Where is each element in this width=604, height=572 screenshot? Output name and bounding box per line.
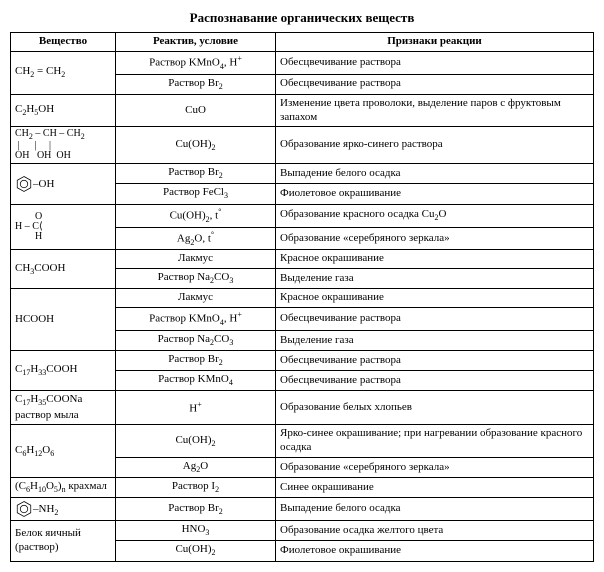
cell-reagent: Cu(OH)2, t° <box>116 204 276 227</box>
cell-sign: Выделение газа <box>276 330 594 350</box>
cell-sign: Обесцвечивание раствора <box>276 308 594 331</box>
formaldehyde-structure: O H – C⟨ H <box>15 212 111 242</box>
cell-sign: Красное окрашивание <box>276 289 594 308</box>
cell-reagent: Ag2O <box>116 457 276 477</box>
cell-substance: CH3COOH <box>11 250 116 289</box>
cell-substance: C17H33COOH <box>11 351 116 391</box>
cell-substance: HCOOH <box>11 289 116 351</box>
cell-sign: Изменение цвета проволоки, выделение пар… <box>276 94 594 127</box>
table-row: (C6H10O5)n крахмалРаствор I2Синее окраши… <box>11 478 594 498</box>
cell-reagent: Раствор Na2CO3 <box>116 269 276 289</box>
cell-reagent: CuO <box>116 94 276 127</box>
page-title: Распознавание органических веществ <box>10 10 594 26</box>
header-substance: Вещество <box>11 33 116 52</box>
cell-sign: Синее окрашивание <box>276 478 594 498</box>
cell-sign: Ярко-синее окрашивание; при нагревании о… <box>276 425 594 458</box>
cell-reagent: Раствор KMnO4, H+ <box>116 51 276 74</box>
table-row: C17H35COONa раствор мылаH+Образование бе… <box>11 391 594 425</box>
cell-substance: Белок яич­ный (раствор) <box>11 521 116 561</box>
cell-reagent: Раствор I2 <box>116 478 276 498</box>
header-reagent: Реактив, условие <box>116 33 276 52</box>
table-row: –OHРаствор Br2Выпадение белого осадка <box>11 164 594 184</box>
recognition-table: Вещество Реактив, условие Признаки реакц… <box>10 32 594 562</box>
cell-sign: Фиолетовое окрашивание <box>276 184 594 204</box>
cell-sign: Выделение газа <box>276 269 594 289</box>
table-row: C6H12O6Cu(OH)2Ярко-синее окрашивание; пр… <box>11 425 594 458</box>
cell-reagent: Лакмус <box>116 250 276 269</box>
cell-sign: Выпадение белого осадка <box>276 498 594 521</box>
cell-reagent: Cu(OH)2 <box>116 127 276 164</box>
phenol-structure: –OH <box>15 178 54 190</box>
cell-sign: Образование «серебряного зеркала» <box>276 227 594 250</box>
cell-reagent: HNO3 <box>116 521 276 541</box>
cell-substance: (C6H10O5)n крахмал <box>11 478 116 498</box>
benzene-ring-icon <box>15 175 33 193</box>
cell-reagent: Лакмус <box>116 289 276 308</box>
cell-sign: Обесцвечивание раствора <box>276 51 594 74</box>
cell-sign: Образование «серебряного зеркала» <box>276 457 594 477</box>
cell-reagent: Раствор Br2 <box>116 351 276 371</box>
aniline-structure: –NH2 <box>15 503 58 515</box>
table-row: –NH2 Раствор Br2Выпадение белого осадка <box>11 498 594 521</box>
cell-reagent: H+ <box>116 391 276 425</box>
cell-reagent: Раствор KMnO4 <box>116 371 276 391</box>
table-row: CH3COOHЛакмусКрасное окрашивание <box>11 250 594 269</box>
cell-reagent: Раствор Br2 <box>116 164 276 184</box>
table-row: CH2 – CH – CH2 | | | OH OH OHCu(OH)2Обра… <box>11 127 594 164</box>
cell-reagent: Раствор KMnO4, H+ <box>116 308 276 331</box>
cell-reagent: Cu(OH)2 <box>116 425 276 458</box>
cell-reagent: Раствор FeCl3 <box>116 184 276 204</box>
cell-sign: Красное окрашивание <box>276 250 594 269</box>
table-row: HCOOHЛакмусКрасное окрашивание <box>11 289 594 308</box>
cell-substance: CH2 – CH – CH2 | | | OH OH OH <box>11 127 116 164</box>
cell-substance: C2H5OH <box>11 94 116 127</box>
table-row: C17H33COOHРаствор Br2Обесцвечивание раст… <box>11 351 594 371</box>
cell-substance: –OH <box>11 164 116 204</box>
benzene-ring-icon <box>15 500 33 518</box>
cell-sign: Выпадение белого осадка <box>276 164 594 184</box>
header-signs: Признаки реакции <box>276 33 594 52</box>
cell-reagent: Cu(OH)2 <box>116 541 276 561</box>
cell-substance: C17H35COONa раствор мыла <box>11 391 116 425</box>
table-row: C2H5OHCuOИзменение цвета проволоки, выде… <box>11 94 594 127</box>
cell-sign: Обесцвечивание раствора <box>276 351 594 371</box>
cell-sign: Образование красного осадка Cu2O <box>276 204 594 227</box>
table-row: Белок яич­ный (раствор)HNO3Образование о… <box>11 521 594 541</box>
table-header-row: Вещество Реактив, условие Признаки реакц… <box>11 33 594 52</box>
cell-sign: Образование ярко-синего раствора <box>276 127 594 164</box>
cell-reagent: Раствор Br2 <box>116 74 276 94</box>
cell-sign: Фиолетовое окрашивание <box>276 541 594 561</box>
cell-substance: CH2 = CH2 <box>11 51 116 94</box>
cell-reagent: Раствор Br2 <box>116 498 276 521</box>
cell-substance: –NH2 <box>11 498 116 521</box>
cell-reagent: Раствор Na2CO3 <box>116 330 276 350</box>
cell-sign: Образование белых хлопьев <box>276 391 594 425</box>
cell-sign: Обесцвечивание раствора <box>276 74 594 94</box>
table-row: CH2 = CH2Раствор KMnO4, H+Обесцвечивание… <box>11 51 594 74</box>
cell-sign: Образование осадка желтого цвета <box>276 521 594 541</box>
cell-substance: C6H12O6 <box>11 425 116 478</box>
cell-sign: Обесцвечивание раствора <box>276 371 594 391</box>
cell-substance: O H – C⟨ H <box>11 204 116 250</box>
glycerol-structure: CH2 – CH – CH2 | | | OH OH OH <box>15 129 111 161</box>
table-row: O H – C⟨ HCu(OH)2, t°Образование красног… <box>11 204 594 227</box>
cell-reagent: Ag2O, t° <box>116 227 276 250</box>
